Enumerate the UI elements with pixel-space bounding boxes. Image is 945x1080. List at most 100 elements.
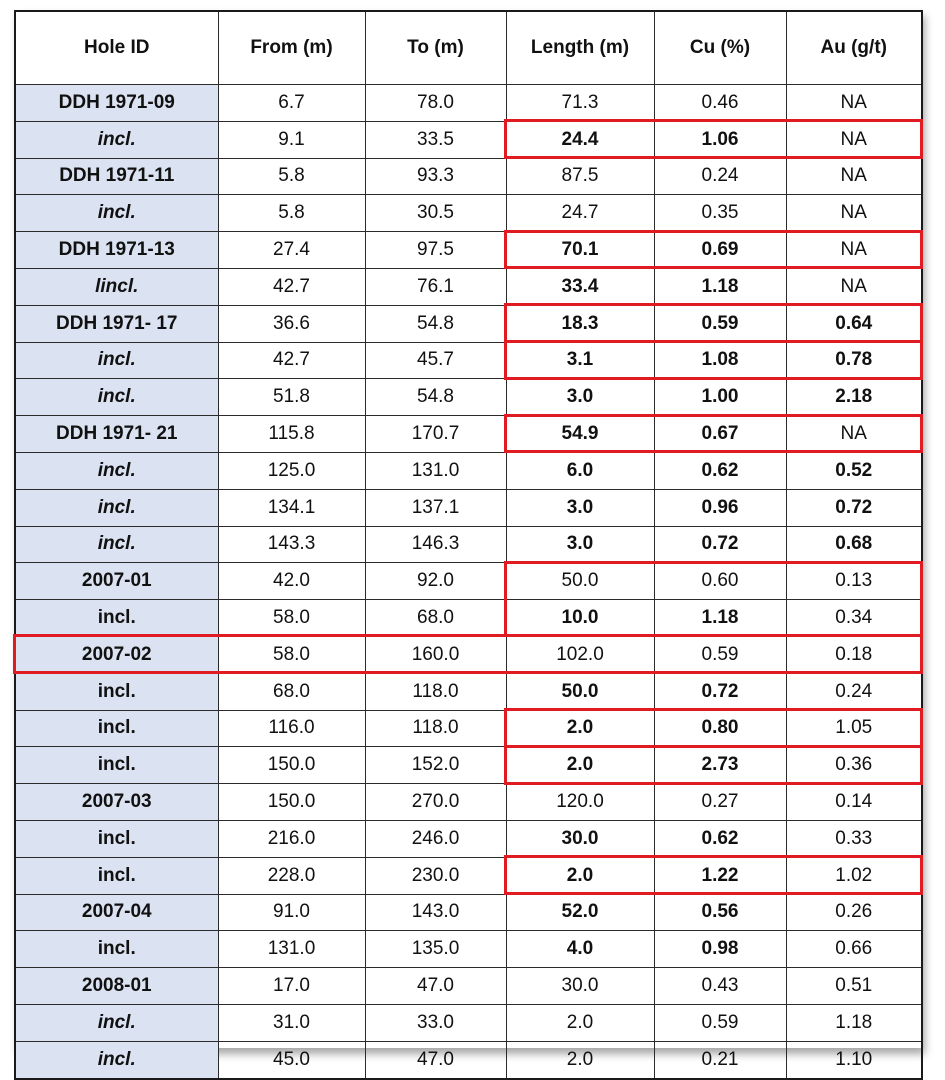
- from-cell: 5.8: [217, 194, 366, 233]
- length-cell: 10.0: [505, 599, 655, 637]
- to-cell: 97.5: [364, 231, 507, 269]
- cu-cell: 0.72: [653, 525, 787, 564]
- hole-id-cell: 2007-02: [14, 635, 219, 674]
- cu-cell: 0.62: [653, 451, 787, 490]
- table-row: incl. 68.0 118.0 50.0 0.72 0.24: [14, 672, 923, 711]
- column-header-au: Au (g/t): [785, 10, 923, 85]
- from-cell: 42.7: [217, 267, 366, 306]
- au-cell: NA: [785, 157, 923, 196]
- hole-id-cell: DDH 1971-09: [14, 84, 219, 122]
- hole-id-cell: incl.: [14, 488, 219, 527]
- length-cell: 52.0: [505, 893, 655, 932]
- from-cell: 51.8: [217, 378, 366, 417]
- au-cell: NA: [785, 267, 923, 306]
- from-cell: 17.0: [217, 967, 366, 1005]
- cu-cell: 0.59: [653, 304, 787, 343]
- to-cell: 118.0: [364, 672, 507, 711]
- cu-cell: 0.59: [653, 1003, 787, 1042]
- table-row: 2008-01 17.0 47.0 30.0 0.43 0.51: [14, 967, 923, 1005]
- to-cell: 246.0: [364, 819, 507, 858]
- from-cell: 42.0: [217, 562, 366, 601]
- au-cell: 0.34: [785, 599, 923, 637]
- hole-id-cell: lincl.: [14, 267, 219, 306]
- header-row: Hole ID From (m) To (m) Length (m) Cu (%…: [14, 10, 923, 85]
- hole-id-cell: incl.: [14, 341, 219, 380]
- length-cell: 2.0: [505, 709, 655, 748]
- to-cell: 170.7: [364, 415, 507, 453]
- length-cell: 50.0: [505, 672, 655, 711]
- length-cell: 2.0: [505, 856, 655, 895]
- au-cell: 0.26: [785, 893, 923, 932]
- table-row: incl. 131.0 135.0 4.0 0.98 0.66: [14, 930, 923, 969]
- au-cell: 0.78: [785, 341, 923, 380]
- length-cell: 4.0: [505, 930, 655, 969]
- table-row: incl. 134.1 137.1 3.0 0.96 0.72: [14, 488, 923, 527]
- to-cell: 45.7: [364, 341, 507, 380]
- cu-cell: 0.67: [653, 415, 787, 453]
- au-cell: 0.68: [785, 525, 923, 564]
- to-cell: 230.0: [364, 856, 507, 895]
- from-cell: 115.8: [217, 415, 366, 453]
- table-row: incl. 9.1 33.5 24.4 1.06 NA: [14, 120, 923, 159]
- hole-id-cell: incl.: [14, 709, 219, 748]
- hole-id-cell: DDH 1971- 17: [14, 304, 219, 343]
- to-cell: 92.0: [364, 562, 507, 601]
- length-cell: 2.0: [505, 1003, 655, 1042]
- length-cell: 2.0: [505, 746, 655, 785]
- table-row: incl. 58.0 68.0 10.0 1.18 0.34: [14, 599, 923, 637]
- table-row: incl. 228.0 230.0 2.0 1.22 1.02: [14, 856, 923, 895]
- au-cell: NA: [785, 120, 923, 159]
- hole-id-cell: DDH 1971-13: [14, 231, 219, 269]
- cu-cell: 0.80: [653, 709, 787, 748]
- from-cell: 31.0: [217, 1003, 366, 1042]
- cu-cell: 0.43: [653, 967, 787, 1005]
- table-row: incl. 42.7 45.7 3.1 1.08 0.78: [14, 341, 923, 380]
- au-cell: NA: [785, 84, 923, 122]
- table-row: incl. 125.0 131.0 6.0 0.62 0.52: [14, 451, 923, 490]
- au-cell: 2.18: [785, 378, 923, 417]
- au-cell: 0.14: [785, 783, 923, 821]
- hole-id-cell: incl.: [14, 819, 219, 858]
- from-cell: 125.0: [217, 451, 366, 490]
- table-row: incl. 31.0 33.0 2.0 0.59 1.18: [14, 1003, 923, 1042]
- length-cell: 54.9: [505, 415, 655, 453]
- length-cell: 24.4: [505, 120, 655, 159]
- to-cell: 146.3: [364, 525, 507, 564]
- column-header-from: From (m): [217, 10, 366, 85]
- au-cell: 0.13: [785, 562, 923, 601]
- to-cell: 47.0: [364, 1040, 507, 1080]
- au-cell: NA: [785, 415, 923, 453]
- length-cell: 2.0: [505, 1040, 655, 1080]
- to-cell: 137.1: [364, 488, 507, 527]
- table-row: DDH 1971- 17 36.6 54.8 18.3 0.59 0.64: [14, 304, 923, 343]
- from-cell: 9.1: [217, 120, 366, 159]
- from-cell: 42.7: [217, 341, 366, 380]
- length-cell: 3.0: [505, 488, 655, 527]
- table-row: incl. 143.3 146.3 3.0 0.72 0.68: [14, 525, 923, 564]
- length-cell: 3.1: [505, 341, 655, 380]
- table-row: DDH 1971-09 6.7 78.0 71.3 0.46 NA: [14, 84, 923, 122]
- length-cell: 87.5: [505, 157, 655, 196]
- cu-cell: 0.62: [653, 819, 787, 858]
- from-cell: 131.0: [217, 930, 366, 969]
- from-cell: 58.0: [217, 635, 366, 674]
- table-row: incl. 5.8 30.5 24.7 0.35 NA: [14, 194, 923, 233]
- table-row: 2007-04 91.0 143.0 52.0 0.56 0.26: [14, 893, 923, 932]
- hole-id-cell: 2007-03: [14, 783, 219, 821]
- hole-id-cell: incl.: [14, 451, 219, 490]
- table-row: DDH 1971- 21 115.8 170.7 54.9 0.67 NA: [14, 415, 923, 453]
- from-cell: 5.8: [217, 157, 366, 196]
- hole-id-cell: incl.: [14, 1003, 219, 1042]
- cu-cell: 0.46: [653, 84, 787, 122]
- table-row: incl. 116.0 118.0 2.0 0.80 1.05: [14, 709, 923, 748]
- to-cell: 78.0: [364, 84, 507, 122]
- length-cell: 6.0: [505, 451, 655, 490]
- table-row: incl. 51.8 54.8 3.0 1.00 2.18: [14, 378, 923, 417]
- au-cell: 0.24: [785, 672, 923, 711]
- to-cell: 118.0: [364, 709, 507, 748]
- au-cell: 0.36: [785, 746, 923, 785]
- length-cell: 3.0: [505, 378, 655, 417]
- from-cell: 150.0: [217, 746, 366, 785]
- cu-cell: 0.59: [653, 635, 787, 674]
- table-row: 2007-02 58.0 160.0 102.0 0.59 0.18: [14, 635, 923, 674]
